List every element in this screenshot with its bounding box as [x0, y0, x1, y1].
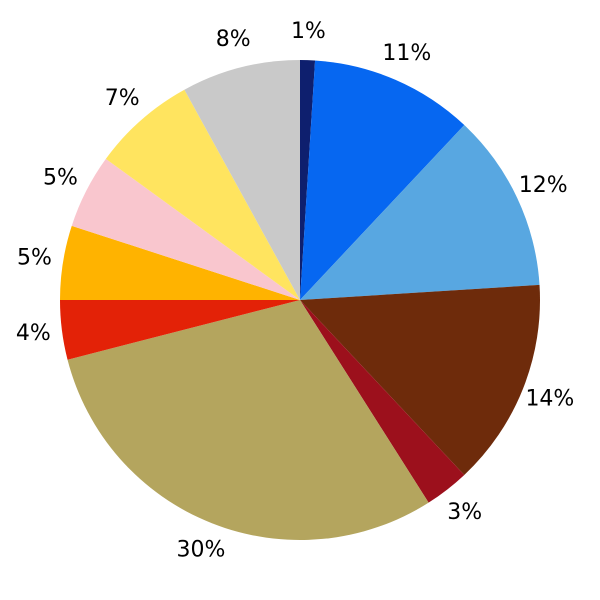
slice-label-0: 1% — [291, 19, 326, 44]
slice-label-10: 8% — [216, 27, 251, 52]
pie-slice-0 — [300, 59, 316, 300]
slice-label-8: 5% — [43, 166, 78, 191]
slice-label-3: 14% — [525, 387, 574, 412]
slice-label-5: 30% — [177, 537, 226, 562]
pie-slice-10 — [184, 60, 300, 300]
pie-slice-3 — [300, 284, 541, 475]
slice-label-7: 5% — [17, 246, 52, 271]
pie-slice-7 — [60, 225, 300, 300]
pie-slice-6 — [60, 300, 300, 360]
pie-slice-2 — [300, 125, 540, 300]
pie-slice-5 — [67, 300, 429, 541]
slice-label-2: 12% — [519, 173, 568, 198]
slice-label-1: 11% — [382, 41, 431, 66]
pie-slice-1 — [300, 60, 465, 300]
pie-slice-8 — [71, 158, 300, 300]
pie-slice-4 — [300, 300, 465, 503]
pie-slice-9 — [105, 89, 300, 300]
slice-label-6: 4% — [16, 321, 51, 346]
slice-label-9: 7% — [105, 86, 140, 111]
slice-label-4: 3% — [447, 500, 482, 525]
